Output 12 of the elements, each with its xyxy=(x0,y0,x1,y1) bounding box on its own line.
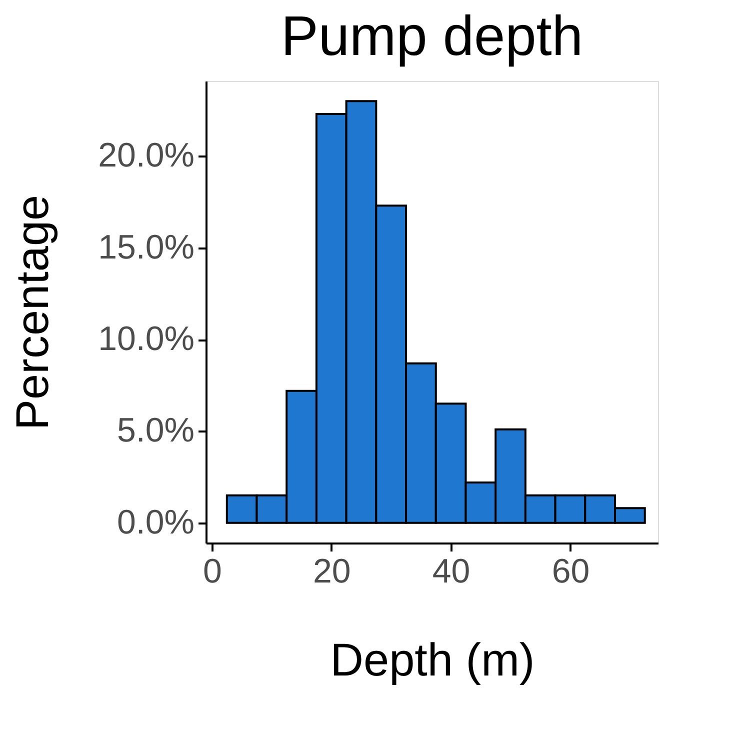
y-tick-label: 15.0% xyxy=(98,228,194,266)
chart-title: Pump depth xyxy=(281,4,583,67)
y-tick-label: 20.0% xyxy=(98,136,194,175)
y-tick-label: 10.0% xyxy=(98,320,194,358)
x-axis-title: Depth (m) xyxy=(330,634,535,686)
y-tick-label: 0.0% xyxy=(117,503,194,542)
x-tick-label: 0 xyxy=(203,552,222,590)
y-axis-title: Percentage xyxy=(6,194,58,430)
x-tick-label: 60 xyxy=(552,552,590,590)
x-tick-label: 20 xyxy=(312,552,351,590)
x-tick-label: 40 xyxy=(432,552,470,590)
y-tick-label: 5.0% xyxy=(117,412,194,450)
